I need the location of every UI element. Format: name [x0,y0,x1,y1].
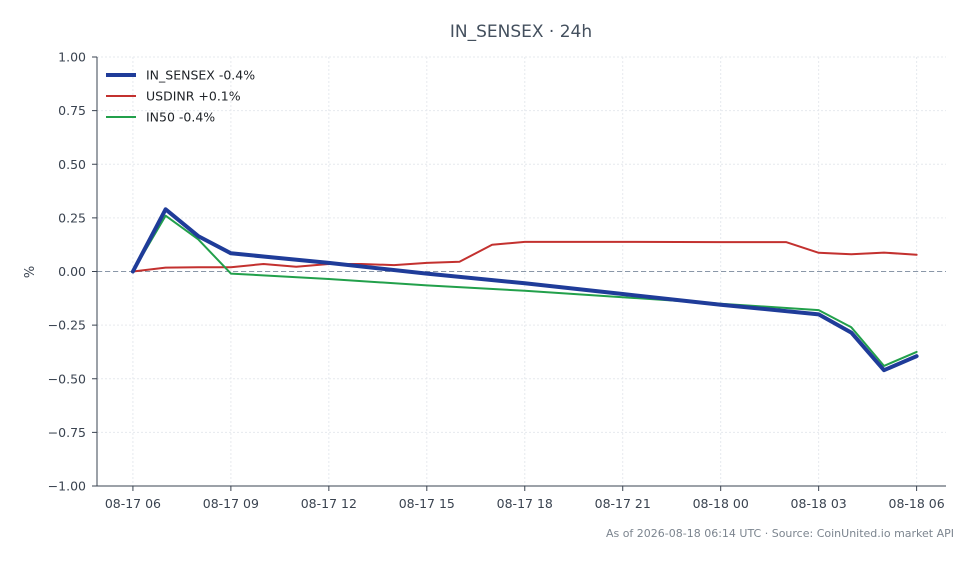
x-axis-ticks: 08-17 06 08-17 09 08-17 12 08-17 15 08-17 18… [105,486,945,511]
y-tick-label: 0.25 [58,210,86,225]
footer-source: As of 2026-08-18 06:14 UTC · Source: Coi… [606,527,954,540]
y-tick-label: 0.75 [58,103,86,118]
y-tick-label: −0.75 [48,425,86,440]
x-tick-label: 08-17 21 [595,496,651,511]
y-tick-label: −0.50 [48,371,86,386]
x-tick-label: 08-17 09 [203,496,259,511]
y-axis-ticks: 1.00 0.75 0.50 0.25 0.00 −0.25 −0.50 −0.75 −1.00 [48,50,97,494]
series-line-0 [130,207,919,373]
x-tick-label: 08-18 03 [791,496,847,511]
y-tick-label: 1.00 [58,50,86,65]
legend-label-0: IN_SENSEX -0.4% [146,68,255,83]
legend-label-2: IN50 -0.4% [146,110,215,125]
legend-label-1: USDINR +0.1% [146,89,241,104]
series-line-2 [131,214,918,367]
y-tick-label: −1.00 [48,479,86,494]
legend: IN_SENSEX -0.4% USDINR +0.1% IN50 -0.4% [106,68,255,125]
y-tick-label: 0.50 [58,157,86,172]
y-tick-label: −0.25 [48,318,86,333]
chart-title: IN_SENSEX · 24h [450,22,592,42]
x-tick-label: 08-17 15 [399,496,455,511]
x-tick-label: 08-18 06 [889,496,945,511]
x-tick-label: 08-18 00 [693,496,749,511]
x-tick-label: 08-17 18 [497,496,553,511]
series-lines [130,207,919,373]
x-tick-label: 08-17 06 [105,496,161,511]
series-line-1 [131,240,918,273]
y-axis-label: % [23,266,38,278]
y-tick-label: 0.00 [58,264,86,279]
x-tick-label: 08-17 12 [301,496,357,511]
